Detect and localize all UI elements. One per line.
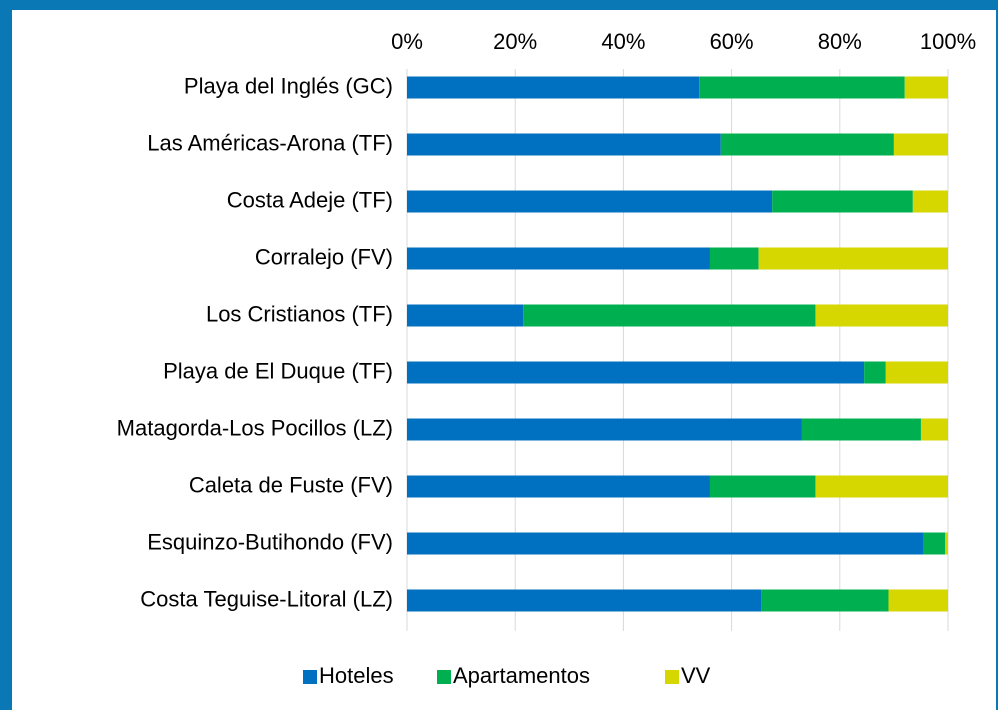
y-tick-label: Costa Teguise-Litoral (LZ) [140, 586, 393, 611]
bar-segment [709, 247, 759, 270]
bar-segment [801, 418, 921, 441]
bar-segment [407, 418, 802, 441]
legend-label: Apartamentos [453, 663, 590, 688]
bar-segment [407, 532, 924, 555]
bar-segment [709, 475, 816, 498]
bar-segment [920, 418, 948, 441]
x-tick-label: 20% [493, 29, 537, 54]
bar-segment [720, 133, 894, 156]
bar-segment [699, 76, 905, 99]
bar-segment [407, 361, 865, 384]
y-tick-label: Los Cristianos (TF) [206, 301, 393, 326]
y-tick-label: Matagorda-Los Pocillos (LZ) [117, 415, 393, 440]
bar-segment [407, 304, 524, 327]
bar-segment [945, 532, 948, 555]
bar-segment [758, 247, 948, 270]
y-tick-label: Playa del Inglés (GC) [184, 73, 393, 98]
x-tick-label: 100% [920, 29, 976, 54]
bar-segment [407, 190, 773, 213]
bar-segment [407, 76, 700, 99]
y-tick-label: Corralejo (FV) [255, 244, 393, 269]
bar-segment [523, 304, 816, 327]
x-tick-label: 60% [710, 29, 754, 54]
y-tick-label: Esquinzo-Butihondo (FV) [147, 529, 393, 554]
bar-segment [864, 361, 886, 384]
bar-segment [923, 532, 946, 555]
legend-swatch [665, 670, 679, 684]
chart-frame: 0% 20% 40% 60% 80% 100% Playa del Inglés (GC) L… [12, 10, 996, 710]
x-tick-label: 0% [391, 29, 423, 54]
bar-segment [904, 76, 948, 99]
y-tick-label: Playa de El Duque (TF) [163, 358, 393, 383]
legend-swatch [303, 670, 317, 684]
bar-segment [407, 247, 710, 270]
y-tick-label: Costa Adeje (TF) [227, 187, 393, 212]
bar-segment [407, 133, 721, 156]
legend-swatch [437, 670, 451, 684]
bar-segment [888, 589, 948, 612]
legend-label: Hoteles [319, 663, 394, 688]
bar-segment [893, 133, 948, 156]
bar-segment [407, 589, 762, 612]
bar-segment [761, 589, 889, 612]
y-tick-label: Las Américas-Arona (TF) [147, 130, 393, 155]
bar-segment [885, 361, 948, 384]
bar-segment [407, 475, 710, 498]
x-tick-label: 80% [818, 29, 862, 54]
bar-segment [912, 190, 948, 213]
y-tick-label: Caleta de Fuste (FV) [189, 472, 393, 497]
bar-segment [815, 304, 948, 327]
x-tick-label: 40% [601, 29, 645, 54]
chart: 0% 20% 40% 60% 80% 100% Playa del Inglés (GC) L… [117, 29, 976, 688]
bar-segment [772, 190, 913, 213]
bar-segment [815, 475, 948, 498]
legend-label: VV [681, 663, 711, 688]
